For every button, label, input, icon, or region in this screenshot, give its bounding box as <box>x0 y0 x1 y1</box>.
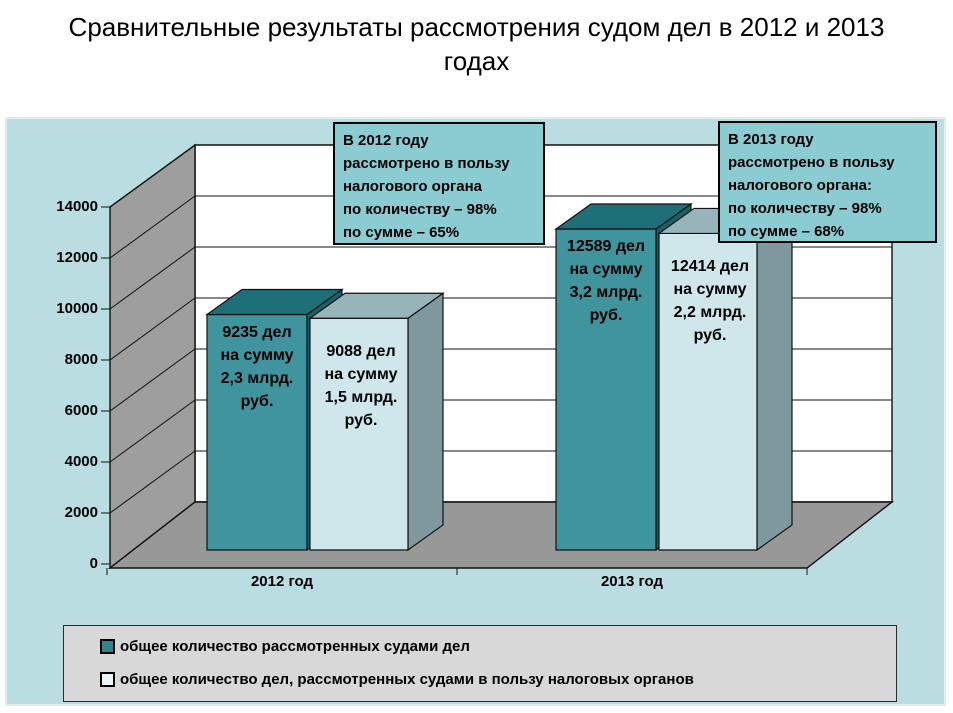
callout-line: по количеству – 98% <box>728 200 882 217</box>
page-title-line1: Сравнительные результаты рассмотрения су… <box>68 12 885 42</box>
callout-line: по сумме – 68% <box>728 223 845 240</box>
bar-label-line: 2,2 млрд. <box>673 304 747 322</box>
callout-line: налогового органа <box>343 178 482 195</box>
bar-label-line: на сумму <box>220 346 294 364</box>
callout-line: рассмотрено в пользу <box>343 155 510 172</box>
y-tick-label: 4000 <box>64 453 98 470</box>
bar-label-line: на сумму <box>673 281 747 299</box>
bar-label-line: 9235 дел <box>222 323 292 341</box>
callout-line: по сумме – 65% <box>343 224 460 241</box>
bar-label-line: на сумму <box>569 260 643 278</box>
bar-label-line: на сумму <box>324 366 398 384</box>
bar-label-line: руб. <box>693 327 727 345</box>
legend: общее количество рассмотренных судами де… <box>63 625 897 702</box>
bar-label-line: руб. <box>344 412 378 430</box>
legend-item: общее количество дел, рассмотренных суда… <box>100 671 694 688</box>
y-tick-label: 2000 <box>64 504 98 521</box>
legend-item: общее количество рассмотренных судами де… <box>100 638 470 655</box>
legend-swatch-icon <box>100 639 115 654</box>
x-category-label: 2012 год <box>250 573 314 590</box>
legend-label: общее количество рассмотренных судами де… <box>120 638 470 655</box>
callout-line: рассмотрено в пользу <box>728 154 895 171</box>
bar-label-line: 12589 дел <box>566 237 646 255</box>
x-category-label: 2013 год <box>600 573 664 590</box>
bar-label-line: руб. <box>589 306 623 324</box>
bar-label-line: 12414 дел <box>670 258 750 276</box>
bar-value-label: 9088 дел на сумму 1,5 млрд. руб. <box>308 340 414 432</box>
bar-value-label: 9235 дел на сумму 2,3 млрд. руб. <box>207 321 307 413</box>
y-tick-label: 6000 <box>64 402 98 419</box>
y-tick-label: 10000 <box>56 300 98 317</box>
y-tick-label: 14000 <box>56 198 98 215</box>
bar-label-line: руб. <box>240 392 274 410</box>
bar-label-line: 2,3 млрд. <box>220 369 294 387</box>
bar-value-label: 12589 дел на сумму 3,2 млрд. руб. <box>556 235 656 327</box>
y-tick-label: 8000 <box>64 351 98 368</box>
callout-2012: В 2012 году рассмотрено в пользу налоговог… <box>333 122 545 245</box>
callout-line: В 2013 году <box>728 131 814 148</box>
callout-line: В 2012 году <box>343 132 429 149</box>
bar-label-line: 1,5 млрд. <box>324 389 398 407</box>
callout-2013: В 2013 году рассмотрено в пользу налоговог… <box>718 121 937 243</box>
page-title-line2: годах <box>443 46 510 76</box>
y-tick-label: 0 <box>89 555 98 572</box>
callout-line: по количеству – 98% <box>343 201 497 218</box>
legend-swatch-icon <box>100 672 115 687</box>
bar-label-line: 9088 дел <box>326 343 396 361</box>
legend-label: общее количество дел, рассмотренных суда… <box>120 671 694 688</box>
bar-label-line: 3,2 млрд. <box>569 283 643 301</box>
callout-line: налогового органа: <box>728 177 872 194</box>
page-title: Сравнительные результаты рассмотрения су… <box>0 10 953 78</box>
y-tick-label: 12000 <box>56 249 98 266</box>
bar-value-label: 12414 дел на сумму 2,2 млрд. руб. <box>657 255 763 347</box>
